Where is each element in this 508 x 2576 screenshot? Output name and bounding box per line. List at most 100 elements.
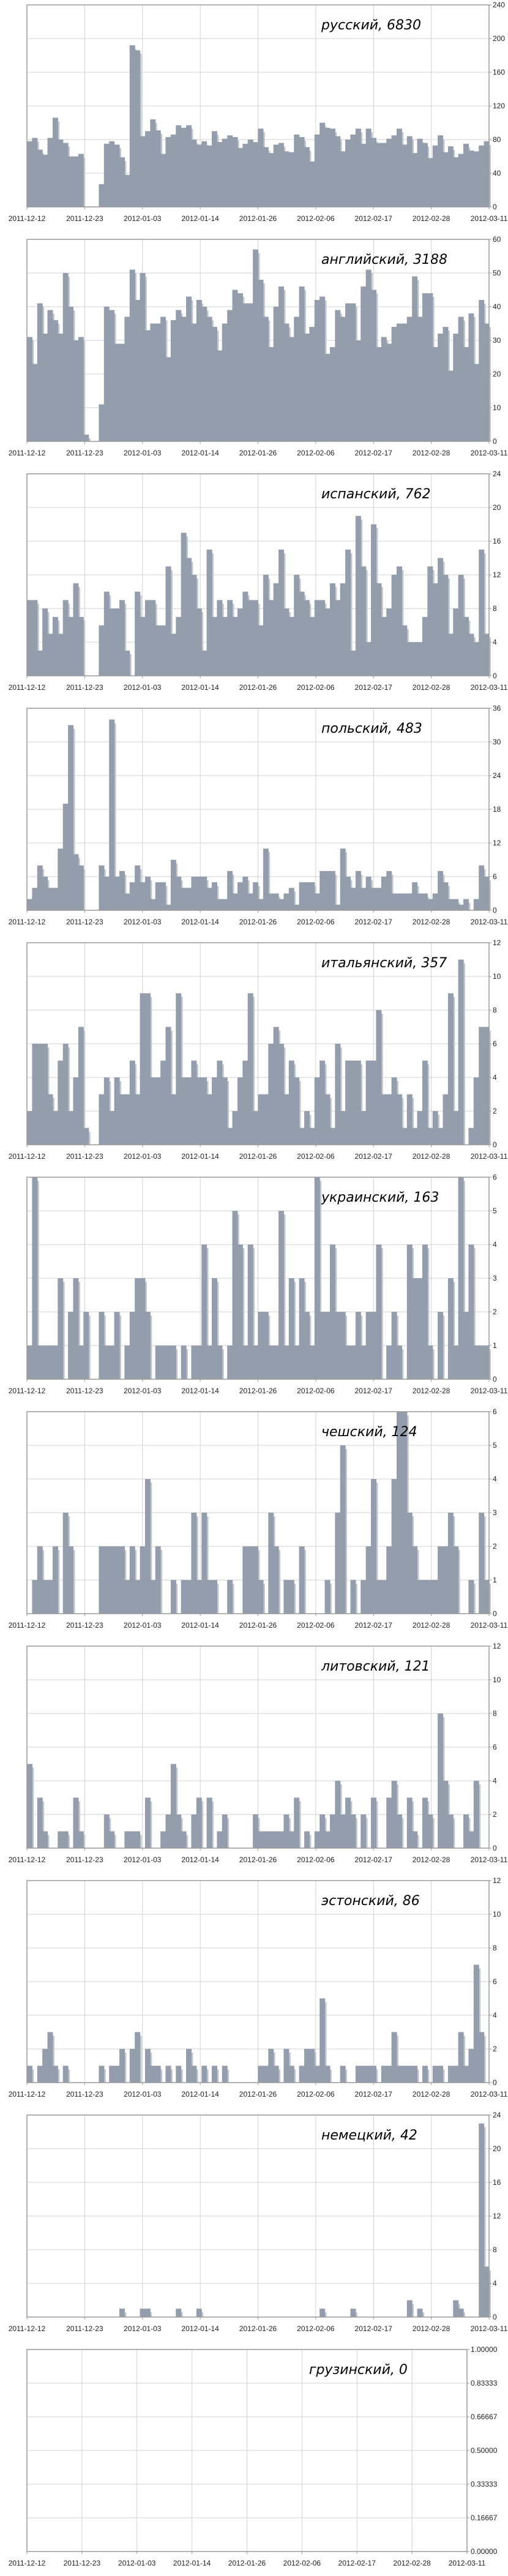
bar: [47, 888, 53, 910]
bar: [453, 608, 459, 676]
bar: [453, 1111, 459, 1145]
bar: [237, 148, 243, 207]
bar: [447, 146, 454, 207]
x-tick-label: 2011-12-12: [9, 1152, 46, 1161]
bar: [319, 1060, 326, 1145]
bar: [253, 142, 259, 207]
bar: [217, 1060, 223, 1145]
bar: [222, 1814, 228, 1848]
bar: [479, 1027, 485, 1145]
bar: [165, 904, 171, 910]
bar: [206, 145, 212, 207]
bar: [273, 1831, 279, 1848]
x-tick-label: 2012-01-26: [239, 1152, 277, 1161]
bar: [273, 1027, 279, 1145]
bar: [386, 1546, 392, 1614]
bar: [314, 600, 320, 676]
y-tick-label: 5: [493, 1441, 497, 1450]
bar: [324, 1094, 331, 1145]
bar: [447, 634, 454, 676]
y-tick-label: 2: [493, 1542, 497, 1551]
bar: [196, 1077, 202, 1145]
bar: [365, 642, 372, 676]
y-tick-label: 30: [493, 336, 501, 345]
bar: [304, 1312, 310, 1379]
bar: [263, 575, 269, 676]
bar: [355, 340, 361, 441]
bar: [453, 157, 459, 207]
bar: [242, 303, 248, 441]
bar: [304, 600, 310, 676]
bar: [201, 877, 207, 910]
bar: [135, 300, 141, 441]
bar: [283, 893, 289, 910]
x-tick-label: 2012-01-03: [124, 1621, 162, 1630]
chart-title: литовский, 121: [321, 1659, 430, 1674]
bar: [340, 848, 346, 910]
bar: [463, 143, 469, 207]
bar: [360, 143, 367, 207]
bar: [135, 2032, 141, 2083]
bar: [443, 882, 449, 910]
bar: [165, 357, 171, 441]
bar: [135, 50, 141, 207]
bar: [109, 1346, 115, 1379]
x-tick-label: 2011-12-12: [9, 2559, 46, 2567]
bar: [135, 1094, 141, 1145]
bar: [191, 323, 197, 441]
bar: [360, 1111, 367, 1145]
bar: [371, 1479, 377, 1614]
bar: [402, 144, 408, 207]
bar: [309, 882, 315, 910]
bar: [258, 625, 264, 676]
bar: [263, 1094, 269, 1145]
chart-panel: 0 1 2 3 4 5 6 2011-12-12 2011-12-23 2012-01-03 201…: [9, 1407, 508, 1630]
bar: [212, 2065, 217, 2083]
bar: [103, 1814, 110, 1848]
y-tick-label: 160: [493, 68, 505, 77]
bar: [217, 1346, 223, 1379]
bar: [212, 327, 217, 441]
bar: [309, 2049, 315, 2083]
x-tick-label: 2012-02-06: [297, 1152, 335, 1161]
bar: [144, 2049, 151, 2083]
bar: [278, 1044, 285, 1145]
bar: [397, 129, 402, 207]
bar: [52, 1546, 58, 1614]
bar: [299, 1128, 305, 1145]
bar: [355, 1312, 361, 1379]
bar: [365, 1060, 372, 1145]
bar: [278, 549, 285, 676]
bar: [406, 642, 413, 676]
bar: [288, 616, 294, 676]
bar: [278, 899, 285, 910]
bar: [119, 871, 125, 910]
bar: [391, 1077, 397, 1145]
bar: [309, 616, 315, 676]
bar: [47, 1580, 53, 1614]
y-tick-label: 8: [493, 1709, 497, 1718]
bar: [155, 130, 161, 207]
bar: [309, 161, 315, 207]
bar: [242, 1346, 248, 1379]
x-tick-label: 2012-03-11: [471, 683, 508, 692]
bar: [99, 2065, 105, 2083]
bar: [371, 888, 377, 910]
bar: [458, 154, 464, 207]
bar: [62, 1831, 69, 1848]
bar: [376, 888, 382, 910]
x-tick-label: 2012-01-03: [124, 2090, 162, 2099]
bar: [360, 286, 367, 441]
chart-title: чешский, 124: [321, 1425, 417, 1440]
bar: [32, 600, 38, 676]
bar: [386, 1094, 392, 1145]
bar: [237, 1245, 243, 1379]
bar: [227, 871, 233, 910]
x-tick-label: 2012-02-17: [355, 449, 393, 457]
bar: [68, 725, 74, 910]
bar: [319, 600, 326, 676]
y-tick-label: 0: [493, 1140, 497, 1149]
x-tick-label: 2011-12-23: [66, 1387, 103, 1395]
bar: [432, 145, 438, 207]
bar: [201, 1513, 207, 1614]
